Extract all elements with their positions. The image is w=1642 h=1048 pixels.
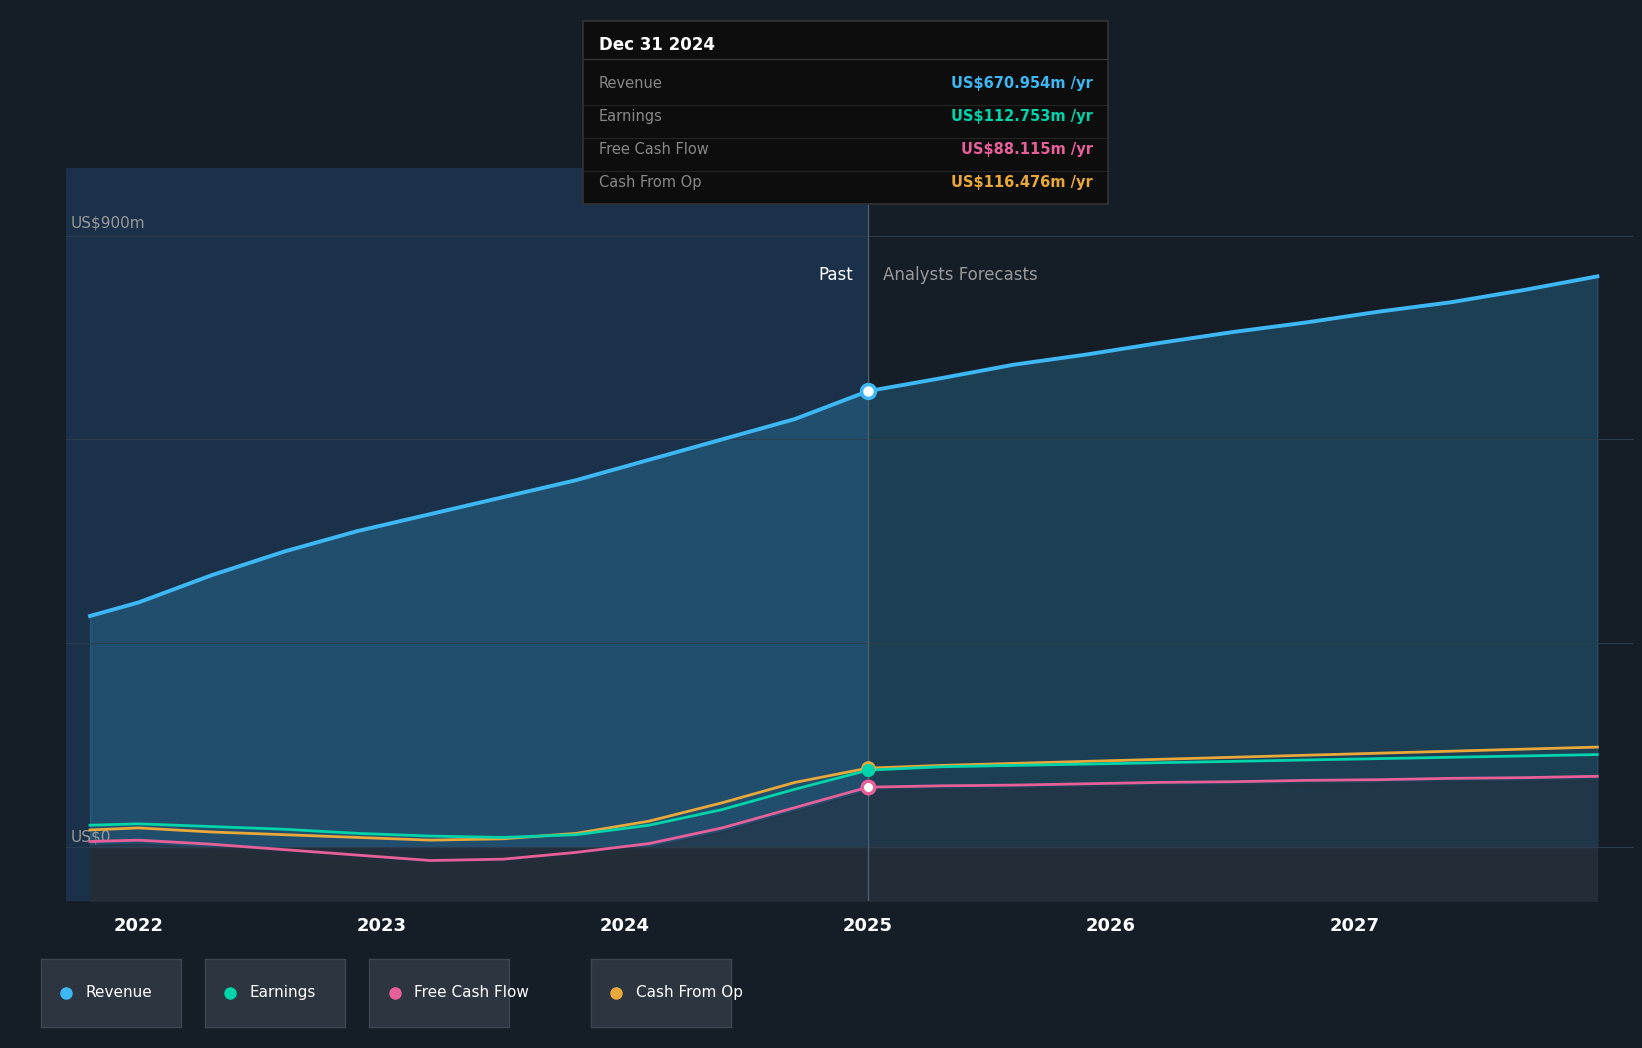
- Text: US$900m: US$900m: [71, 215, 144, 231]
- Text: Free Cash Flow: Free Cash Flow: [414, 985, 529, 1001]
- Text: Free Cash Flow: Free Cash Flow: [599, 141, 708, 157]
- Bar: [66, 168, 869, 901]
- Text: Past: Past: [819, 266, 854, 284]
- Text: Earnings: Earnings: [599, 109, 663, 124]
- Text: US$88.115m /yr: US$88.115m /yr: [961, 141, 1092, 157]
- Text: Earnings: Earnings: [250, 985, 317, 1001]
- Bar: [869, 168, 1634, 901]
- Text: Dec 31 2024: Dec 31 2024: [599, 36, 714, 53]
- Text: Cash From Op: Cash From Op: [635, 985, 742, 1001]
- Text: US$670.954m /yr: US$670.954m /yr: [951, 77, 1092, 91]
- Text: Cash From Op: Cash From Op: [599, 175, 701, 190]
- Text: US$116.476m /yr: US$116.476m /yr: [951, 175, 1092, 190]
- Text: US$0: US$0: [71, 829, 112, 845]
- Text: Revenue: Revenue: [599, 77, 663, 91]
- Text: Analysts Forecasts: Analysts Forecasts: [882, 266, 1038, 284]
- Text: US$112.753m /yr: US$112.753m /yr: [951, 109, 1092, 124]
- Text: Revenue: Revenue: [85, 985, 153, 1001]
